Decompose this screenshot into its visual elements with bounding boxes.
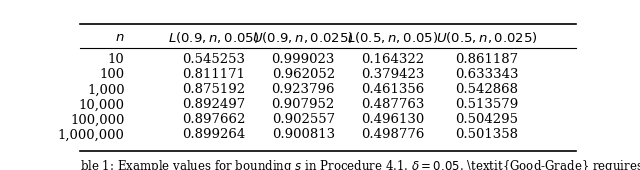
Text: 100,000: 100,000: [70, 113, 125, 126]
Text: 0.861187: 0.861187: [455, 53, 518, 66]
Text: 0.542868: 0.542868: [455, 83, 518, 96]
Text: 0.513579: 0.513579: [455, 98, 518, 111]
Text: 0.900813: 0.900813: [271, 129, 335, 141]
Text: $n$: $n$: [115, 31, 125, 44]
Text: 0.923796: 0.923796: [271, 83, 335, 96]
Text: 0.897662: 0.897662: [182, 113, 246, 126]
Text: 0.892497: 0.892497: [182, 98, 246, 111]
Text: 0.504295: 0.504295: [455, 113, 518, 126]
Text: ble 1: Example values for bounding $s$ in Procedure 4.1. $\delta = 0.05$. \texti: ble 1: Example values for bounding $s$ i…: [80, 158, 640, 170]
Text: $L(0.5,n,0.05)$: $L(0.5,n,0.05)$: [347, 30, 438, 45]
Text: $U(0.9,n,0.025)$: $U(0.9,n,0.025)$: [252, 30, 354, 45]
Text: 100: 100: [99, 68, 125, 81]
Text: 0.907952: 0.907952: [271, 98, 335, 111]
Text: 0.496130: 0.496130: [361, 113, 424, 126]
Text: 10,000: 10,000: [79, 98, 125, 111]
Text: 0.498776: 0.498776: [361, 129, 424, 141]
Text: 0.487763: 0.487763: [361, 98, 424, 111]
Text: $U(0.5,n,0.025)$: $U(0.5,n,0.025)$: [436, 30, 538, 45]
Text: 0.962052: 0.962052: [271, 68, 335, 81]
Text: 0.811171: 0.811171: [182, 68, 245, 81]
Text: 0.633343: 0.633343: [455, 68, 518, 81]
Text: 1,000,000: 1,000,000: [58, 129, 125, 141]
Text: 0.999023: 0.999023: [271, 53, 335, 66]
Text: 0.379423: 0.379423: [361, 68, 424, 81]
Text: $L(0.9,n,0.05)$: $L(0.9,n,0.05)$: [168, 30, 259, 45]
Text: 1,000: 1,000: [87, 83, 125, 96]
Text: 10: 10: [108, 53, 125, 66]
Text: 0.899264: 0.899264: [182, 129, 246, 141]
Text: 0.501358: 0.501358: [455, 129, 518, 141]
Text: 0.164322: 0.164322: [361, 53, 424, 66]
Text: 0.461356: 0.461356: [361, 83, 424, 96]
Text: 0.902557: 0.902557: [271, 113, 335, 126]
Text: 0.875192: 0.875192: [182, 83, 246, 96]
Text: 0.545253: 0.545253: [182, 53, 245, 66]
